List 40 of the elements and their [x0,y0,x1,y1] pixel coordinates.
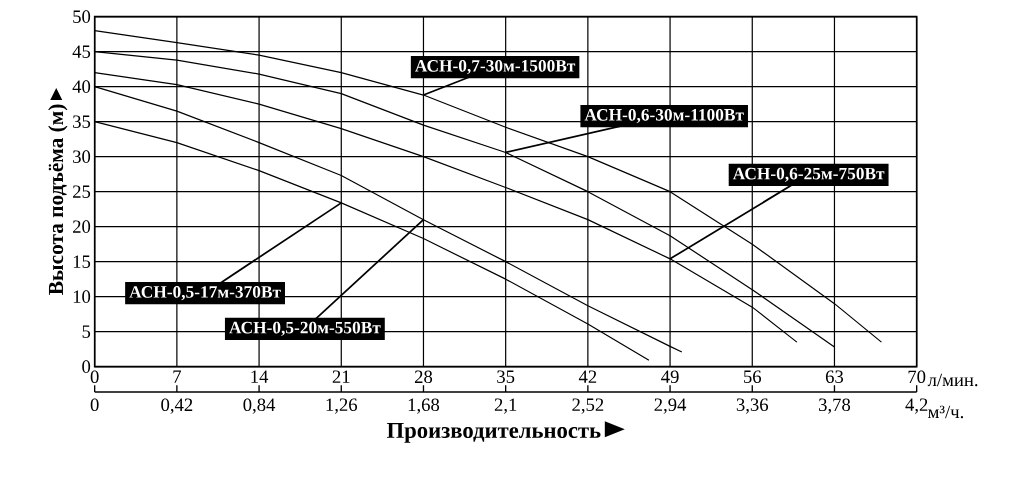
x-tick-label: 35 [497,370,515,384]
text: АСН-0,6-30м-1100Вт [584,108,744,124]
text: АСН-0,5-17м-370Вт [129,286,281,301]
x2-tick-label: 2,1 [494,398,517,414]
x-tick-label: 70 [908,370,926,384]
x-tick-label: 63 [825,370,844,384]
x-tick-label: 49 [661,370,679,384]
y-tick-label: 10 [73,290,91,303]
x2-tick-label: 3,36 [736,398,769,414]
y-axis-title: Высота подъёма (м) [48,104,68,295]
y-tick-label: 50 [73,10,91,23]
y-tick-label: 35 [73,115,91,128]
text: АСН-0,6-25м-750Вт [732,167,885,182]
x-axis-title: Производительность [386,422,601,443]
y-tick-label: 25 [73,185,91,198]
x-tick-label: 21 [332,370,350,383]
y-tick-label: 0 [82,360,91,373]
x2-tick-label: 1,68 [408,398,440,414]
text: л/мин. [927,373,978,387]
x-tick-label: 7 [173,370,182,383]
x2-tick-label: 2,94 [654,398,687,414]
text: АСН-0,5-20м-550Вт [229,321,381,336]
x2-tick-label: 4,2 [905,398,928,414]
x-tick-label: 14 [251,370,269,383]
x2-tick-label: 3,78 [819,398,851,414]
x-tick-label: 56 [744,370,762,384]
x2-tick-label: 0,84 [243,398,276,414]
y-tick-label: 5 [82,325,91,338]
y-tick-label: 15 [73,255,91,268]
y-tick-label: 30 [73,150,91,163]
x2-tick-label: 2,52 [572,398,604,414]
x2-tick-label: 1,26 [326,398,358,414]
y-tick-label: 40 [72,80,91,93]
y-tick-label: 20 [73,220,91,233]
x2-tick-label: 0,42 [161,398,193,414]
text: м³/ч. [928,405,964,419]
series-label: АСН-0,7-30м-1500Вт [415,59,576,75]
y-tick-label: 45 [72,45,91,58]
x-tick-label: 28 [414,370,433,384]
x-tick-label: 42 [578,370,597,383]
